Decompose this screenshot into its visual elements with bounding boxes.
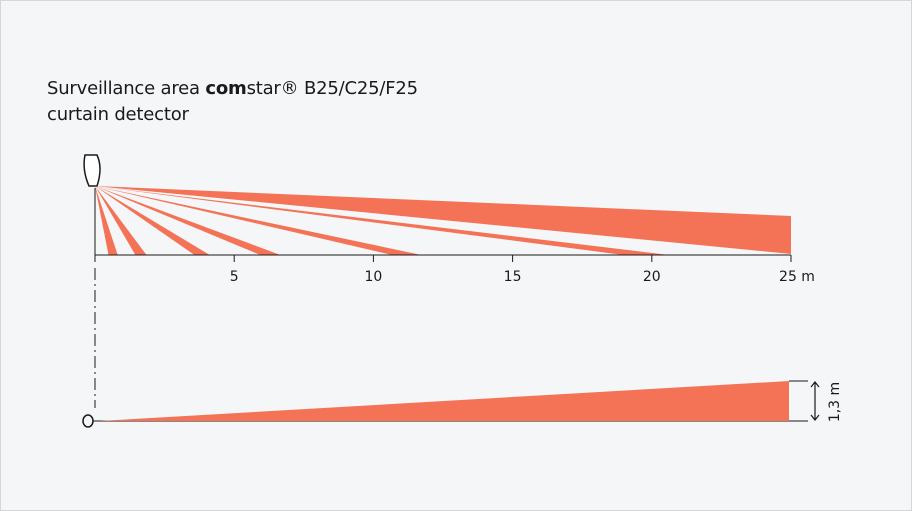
tick-label: 10 [364,269,382,285]
arrow-down-icon [810,414,820,421]
height-label: 1,3 m [827,382,843,422]
caption-brand-bold: com [205,78,247,99]
caption-line-1: Surveillance area comstar® B25/C25/F25 [47,76,418,102]
top-beams [95,186,791,255]
caption-prefix: Surveillance area [47,78,206,99]
caption-line-2: curtain detector [47,104,189,125]
top-view: 5 10 15 20 25 m [83,154,815,285]
side-beam [99,381,789,421]
tick-label: 25 m [779,269,815,285]
distance-ticks: 5 10 15 20 25 m [230,255,815,285]
beam-wedge [95,186,118,255]
beam-wedge [95,186,210,255]
side-view: 1,3 m [82,380,843,428]
tick-label: 20 [643,269,661,285]
caption-models: B25/C25/F25 [298,78,418,99]
arrow-up-icon [810,381,820,388]
beam-wedge [95,186,669,255]
beam-wedge [95,186,422,255]
detector-icon [83,154,101,187]
tick-label: 5 [230,269,239,285]
detector-side-icon [82,414,94,428]
beam-wedge [95,186,281,255]
beam-wedge-far [95,186,791,254]
tick-label: 15 [504,269,522,285]
diagram-caption: Surveillance area comstar® B25/C25/F25 c… [47,76,418,128]
caption-brand-rest: star® [246,78,299,99]
beam-wedge [95,186,147,255]
